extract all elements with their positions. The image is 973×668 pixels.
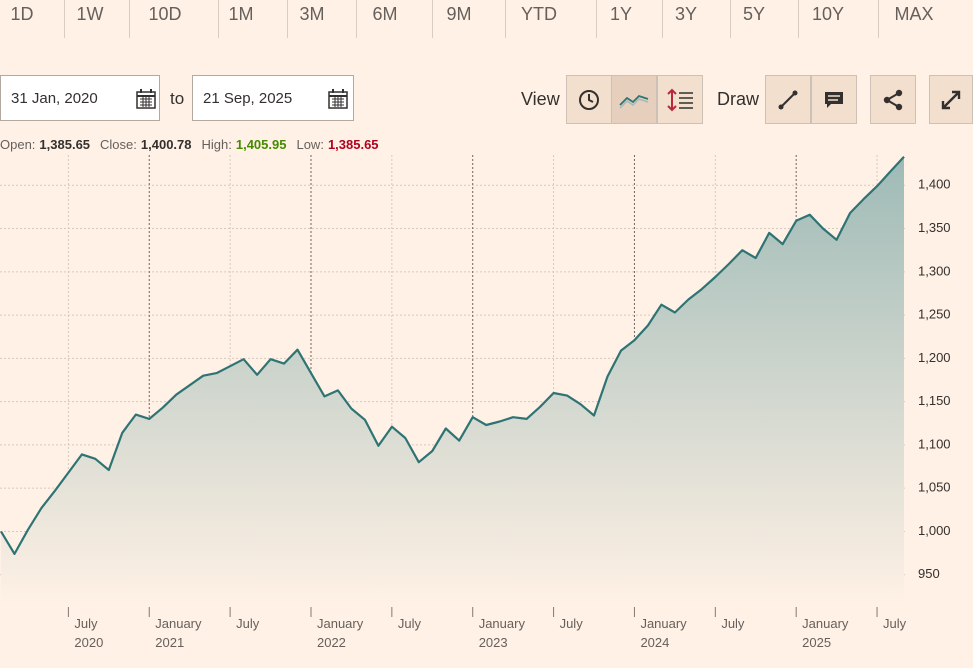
date-from[interactable]: 31 Jan, 2020 [0,75,160,121]
range-tab[interactable]: 10Y [811,4,845,24]
date-to-text: 21 Sep, 2025 [203,90,293,107]
ohlc-label: Low: [296,137,324,152]
tab-separator [218,0,219,38]
range-tab[interactable]: MAX [894,4,934,24]
line-button[interactable] [611,75,657,124]
ohlc-value: 1,385.65 [39,137,91,152]
x-tick-label: January 2022 [316,616,364,650]
range-tab[interactable]: 3M [299,4,325,24]
y-tick-label: 1,300 [918,263,951,278]
range-tab[interactable]: 1M [228,4,254,24]
share-icon [883,89,903,110]
ohlc-value: 1,405.95 [235,137,287,152]
ohlc-summary: Open: 1,385.65 Close: 1,400.78 High: 1,405.95… [0,137,389,152]
y-tick-label: 1,200 [918,350,951,365]
ohlc-value: 1,385.65 [327,137,379,152]
range-tab[interactable]: 1W [76,4,104,24]
comment-icon [825,91,843,108]
area [1,156,904,605]
x-tick-label: January 2021 [155,616,202,650]
x-tick-label: July [721,616,745,631]
tab-separator [129,0,130,38]
x-tick-label: July 2020 [74,616,104,650]
tab-separator [878,0,879,38]
y-tick-label: 950 [918,566,940,581]
ohlc-label: Close: [100,137,137,152]
calendar-icon [136,89,156,109]
tab-separator [662,0,663,38]
x-tick-label: January 2024 [640,616,687,650]
range-tab[interactable]: 9M [446,4,472,24]
x-tick-label: July [236,616,260,631]
ohlc-value: 1,400.78 [140,137,192,152]
range-tab[interactable]: YTD [521,4,557,24]
y-tick-label: 1,400 [918,177,951,192]
x-tick-label: July [883,616,907,631]
indicator-button[interactable] [657,75,703,124]
date-from-text: 31 Jan, 2020 [11,90,98,107]
indicator-icon [667,88,693,111]
tab-separator [596,0,597,38]
range-tab[interactable]: 1Y [609,4,633,24]
ohlc-label: Open: [0,137,36,152]
x-tick-label: July [559,616,583,631]
range-tab[interactable]: 1D [10,4,34,24]
draw-label: Draw [717,89,760,109]
clock-icon [579,89,599,110]
price-line [0,155,905,555]
range-tab[interactable]: 10D [148,4,182,24]
tab-separator [432,0,433,38]
line-icon [619,94,649,109]
time-button[interactable] [566,75,612,124]
range-tab[interactable]: 3Y [674,4,698,24]
y-tick-label: 1,000 [918,523,951,538]
view-label: View [521,89,560,109]
y-tick-label: 1,150 [918,393,951,408]
date-separator: to [170,89,185,108]
range-tab[interactable]: 5Y [742,4,766,24]
y-tick-label: 1,050 [918,480,951,495]
tab-separator [798,0,799,38]
tab-separator [356,0,357,38]
range-tab[interactable]: 6M [372,4,398,24]
share-button[interactable] [870,75,916,124]
tab-separator [505,0,506,38]
expand-icon [941,90,961,109]
x-tick-label: July [397,616,421,631]
ohlc-label: High: [201,137,232,152]
annotate-button[interactable] [811,75,857,124]
x-tick-label: January 2025 [802,616,849,650]
x-tick-label: January 2023 [478,616,525,650]
draw-line-button[interactable] [765,75,811,124]
y-tick-label: 1,250 [918,307,951,322]
fullscreen-button[interactable] [929,75,973,124]
tab-separator [730,0,731,38]
y-tick-label: 1,350 [918,220,951,235]
y-tick-label: 1,100 [918,436,951,451]
calendar-icon [328,89,348,109]
date-to[interactable]: 21 Sep, 2025 [192,75,354,121]
draw-line-icon [778,90,798,109]
tab-separator [64,0,65,38]
tab-separator [287,0,288,38]
